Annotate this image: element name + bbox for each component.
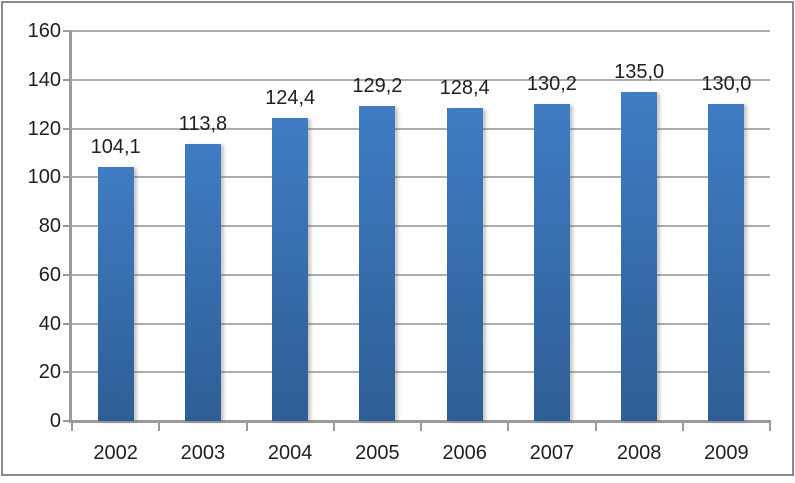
bar-value-label-2007: 130,2: [526, 72, 577, 95]
x-tick-5: [507, 423, 510, 431]
x-tick-7: [681, 423, 684, 431]
y-tick-120: [63, 127, 72, 130]
bar-value-label-2006: 128,4: [439, 77, 490, 100]
y-tick-160: [63, 30, 72, 32]
gridline-140: [72, 78, 770, 81]
bar-2009: [708, 104, 745, 421]
x-tick-1: [158, 423, 161, 431]
y-tick-140: [63, 78, 72, 81]
bar-value-label-2003: 113,8: [178, 112, 228, 135]
y-tick-60: [63, 273, 72, 276]
x-tick-2: [245, 423, 248, 431]
y-tick-100: [63, 176, 72, 179]
gridline-60: [72, 273, 770, 276]
bar-2005: [359, 106, 396, 421]
y-axis-label-100: 100: [27, 166, 61, 189]
gridline-160: [72, 30, 770, 32]
bar-2008: [621, 91, 658, 421]
x-axis-label-2006: 2006: [442, 442, 487, 464]
y-axis-label-140: 140: [27, 68, 61, 91]
bar-value-label-2005: 129,2: [352, 75, 403, 98]
y-axis-label-160: 160: [27, 20, 61, 42]
bar-2006: [446, 108, 483, 421]
gridline-20: [72, 371, 770, 374]
y-tick-20: [63, 371, 72, 374]
y-tick-40: [63, 322, 72, 325]
x-axis-label-2002: 2002: [93, 442, 138, 464]
x-tick-3: [332, 423, 335, 431]
gridline-80: [72, 225, 770, 227]
bar-value-label-2004: 124,4: [265, 86, 316, 109]
y-axis-label-40: 40: [38, 312, 61, 335]
x-tick-4: [420, 423, 422, 431]
x-tick-6: [594, 423, 597, 431]
y-tick-0: [63, 420, 72, 422]
bar-2002: [97, 167, 134, 421]
gridline-100: [72, 176, 770, 179]
gridline-120: [72, 127, 770, 130]
x-tick-8: [769, 423, 771, 431]
x-axis-label-2007: 2007: [529, 442, 575, 464]
y-tick-80: [63, 225, 72, 227]
x-axis-label-2008: 2008: [616, 442, 662, 464]
x-axis-line: [69, 420, 771, 423]
x-axis-label-2003: 2003: [180, 442, 226, 464]
y-axis-label-20: 20: [38, 361, 61, 384]
y-axis-label-0: 0: [49, 410, 61, 432]
bar-2004: [272, 117, 309, 421]
y-axis-label-60: 60: [38, 263, 61, 286]
bar-value-label-2002: 104,1: [90, 136, 141, 159]
x-axis-label-2004: 2004: [267, 442, 313, 464]
y-axis-label-80: 80: [38, 215, 61, 237]
x-tick-0: [71, 423, 73, 431]
x-axis-label-2005: 2005: [355, 442, 400, 464]
y-axis-label-120: 120: [27, 117, 61, 140]
bar-2007: [533, 103, 570, 421]
y-axis-line: [69, 31, 72, 421]
gridline-40: [72, 322, 770, 325]
x-axis-label-2009: 2009: [704, 442, 749, 464]
bar-value-label-2008: 135,0: [614, 60, 665, 83]
bar-value-label-2009: 130,0: [701, 73, 752, 96]
bar-2003: [184, 143, 221, 421]
